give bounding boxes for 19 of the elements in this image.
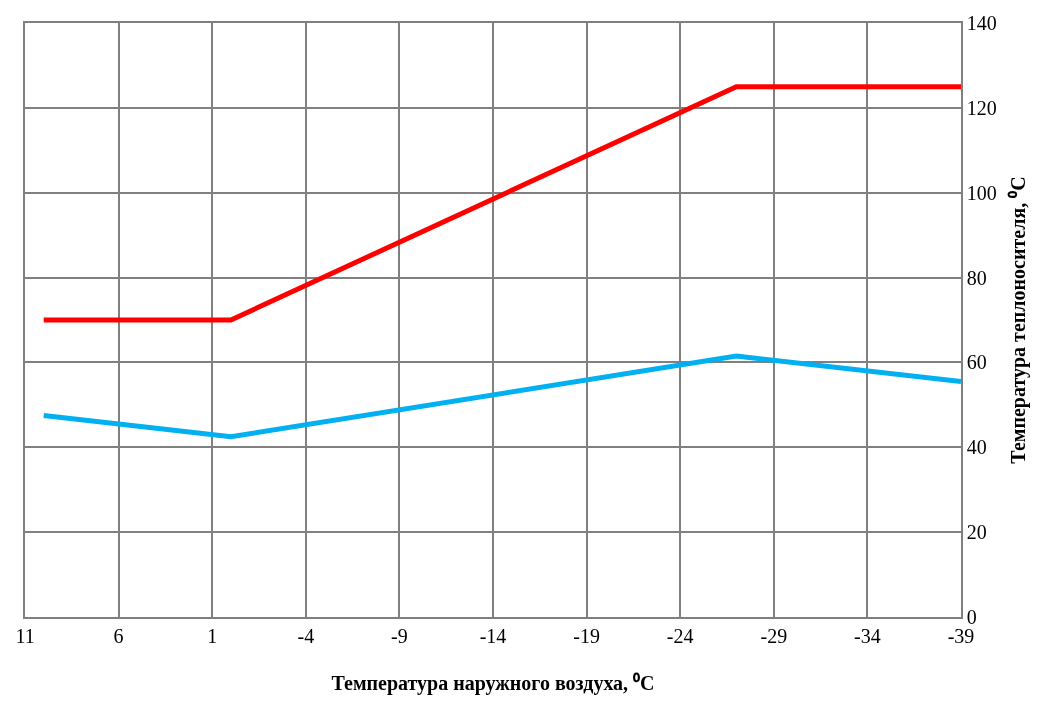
- y-tick-label: 120: [966, 96, 997, 119]
- y-tick-label: 20: [966, 521, 987, 544]
- x-tick-label: 11: [15, 624, 35, 647]
- x-tick-label: 6: [113, 624, 124, 647]
- x-tick-label: -24: [666, 624, 694, 647]
- x-tick-label: -29: [760, 624, 788, 647]
- x-axis-title: Температура наружного воздуха, ⁰C: [331, 671, 655, 695]
- y-tick-label: 80: [966, 266, 987, 289]
- y-axis-title: Температура теплоносителя, ⁰C: [1006, 176, 1030, 464]
- x-tick-label: -4: [297, 624, 315, 647]
- y-tick-label: 60: [966, 351, 987, 374]
- y-tick-label: 40: [966, 436, 987, 459]
- x-tick-label: -34: [854, 624, 881, 647]
- x-tick-label: -9: [391, 624, 408, 647]
- x-tick-label: -14: [479, 624, 507, 647]
- y-tick-label: 140: [966, 12, 997, 34]
- x-tick-label: 1: [207, 624, 218, 647]
- y-tick-label: 100: [966, 181, 997, 204]
- x-tick-label: -19: [573, 624, 600, 647]
